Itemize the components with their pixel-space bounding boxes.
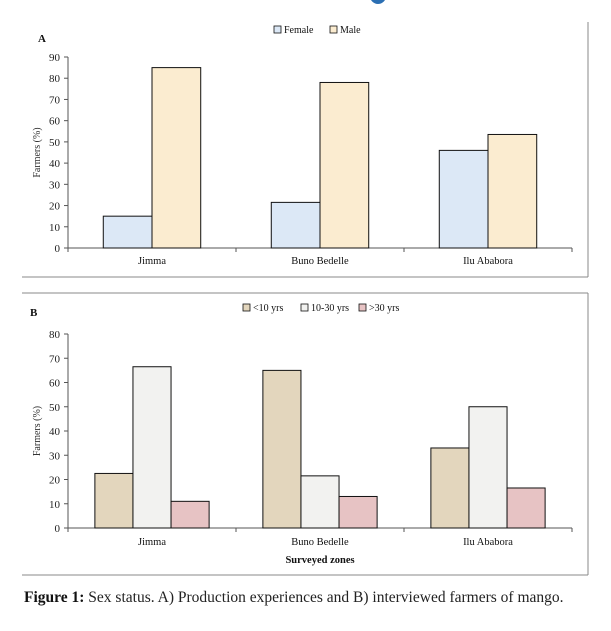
y-tick-label: 80	[49, 329, 61, 341]
x-tick-label: Buno Bedelle	[291, 537, 349, 548]
x-tick-label: Ilu Ababora	[463, 537, 513, 548]
legend-label: >30 yrs	[369, 303, 399, 314]
legend-label: Female	[284, 25, 314, 36]
y-tick-label: 30	[49, 450, 61, 462]
y-axis-label: Farmers (%)	[32, 127, 43, 177]
legend-swatch	[273, 25, 282, 34]
bar-jimma-2	[170, 500, 210, 529]
y-tick-label: 40	[49, 426, 61, 438]
bar-jimma-0	[102, 215, 153, 249]
legend-swatch	[300, 303, 309, 312]
bar-buno-bedelle-1	[319, 81, 370, 249]
panel-label: B	[30, 307, 38, 319]
chart-b: B 0 10 20 30 40 50 60 70 80 Farmers (%) Surveyed zo…	[22, 292, 589, 576]
bar-ilu-ababora-1	[468, 406, 508, 529]
y-tick-label: 40	[49, 158, 61, 170]
x-tick-label: Buno Bedelle	[291, 256, 349, 267]
legend-label: Male	[340, 25, 361, 36]
bar-ilu-ababora-2	[506, 487, 546, 529]
legend-label: 10-30 yrs	[311, 303, 349, 314]
x-tick-label: Ilu Ababora	[463, 256, 513, 267]
y-tick-label: 50	[49, 137, 61, 149]
bar-jimma-1	[132, 366, 172, 529]
figure-caption: Figure 1: Sex status. A) Production expe…	[24, 586, 604, 610]
bar-ilu-ababora-0	[438, 149, 489, 249]
x-axis-label: Surveyed zones	[285, 555, 354, 566]
caption-text: Sex status. A) Production experiences an…	[84, 589, 564, 606]
y-tick-label: 10	[49, 499, 61, 511]
x-tick-label: Jimma	[138, 256, 166, 267]
bar-jimma-0	[94, 472, 134, 529]
y-tick-label: 90	[49, 52, 61, 64]
y-tick-label: 50	[49, 402, 61, 414]
bar-buno-bedelle-0	[262, 369, 302, 529]
panel-label: A	[38, 33, 46, 45]
y-axis-label: Farmers (%)	[32, 406, 43, 456]
bar-ilu-ababora-0	[430, 447, 470, 529]
legend-swatch	[242, 303, 251, 312]
y-tick-label: 30	[49, 179, 61, 191]
legend-swatch	[329, 25, 338, 34]
bar-buno-bedelle-2	[338, 495, 378, 529]
caption-label: Figure 1:	[24, 589, 85, 606]
logo-fragment	[371, 0, 385, 4]
y-tick-label: 80	[49, 73, 61, 85]
chart-a: A 0 10 20 30 40 50 60 70 80 90 Farmers (%) Jimma Buno…	[22, 22, 589, 278]
y-tick-label: 60	[49, 116, 61, 128]
y-tick-label: 0	[55, 243, 61, 255]
legend-label: <10 yrs	[253, 303, 283, 314]
bar-jimma-1	[151, 67, 202, 249]
bar-buno-bedelle-0	[270, 201, 321, 249]
y-tick-label: 10	[49, 222, 61, 234]
y-tick-label: 60	[49, 378, 61, 390]
y-tick-label: 0	[55, 523, 61, 535]
y-tick-label: 20	[49, 475, 61, 487]
y-tick-label: 70	[49, 353, 61, 365]
y-tick-label: 70	[49, 94, 61, 106]
y-tick-label: 20	[49, 201, 61, 213]
bar-buno-bedelle-1	[300, 475, 340, 529]
legend-swatch	[358, 303, 367, 312]
x-tick-label: Jimma	[138, 537, 166, 548]
bar-ilu-ababora-1	[487, 133, 538, 249]
